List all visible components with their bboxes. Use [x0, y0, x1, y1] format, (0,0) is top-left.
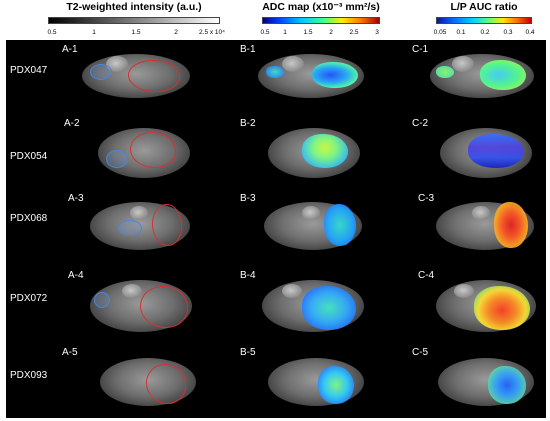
adc-colorbar-tick: 1: [283, 29, 287, 36]
lp-colorbar-title: L/P AUC ratio: [450, 1, 518, 13]
mri-organ: [106, 56, 128, 72]
kidney-roi: [94, 292, 110, 308]
t2-colorbar-tick: 1: [92, 29, 96, 36]
lp-colorbar: [436, 17, 532, 24]
lp-colorbar-tick: 0.3: [503, 29, 513, 36]
lp-overlay: [468, 134, 524, 168]
row-label-pdx054: PDX054: [10, 151, 48, 162]
adc-colorbar-tick: 3: [375, 29, 379, 36]
lp-colorbar-tick: 0.05: [433, 29, 447, 36]
panel-label: C-1: [412, 44, 429, 55]
row-label-pdx068: PDX068: [10, 213, 48, 224]
kidney-roi: [106, 150, 128, 168]
adc-overlay: [318, 366, 354, 404]
tumor-roi: [146, 364, 186, 404]
lp-colorbar-tick: 0.2: [480, 29, 490, 36]
lp-colorbar-tick: 0.1: [456, 29, 466, 36]
tumor-roi: [130, 132, 176, 168]
adc-colorbar: [262, 17, 380, 24]
tumor-roi: [152, 204, 182, 246]
mri-figure-panel: PDX047 A-1 B-1 C-1 PDX054 A-2 B-2 C-2 PD…: [6, 40, 546, 418]
lp-overlay: [436, 66, 454, 78]
adc-colorbar-title: ADC map (x10⁻³ mm²/s): [262, 1, 380, 13]
mri-organ: [282, 284, 302, 298]
lp-colorbar-tick: 0.4: [525, 29, 535, 36]
mri-organ: [454, 284, 474, 298]
lp-overlay: [474, 286, 530, 330]
mri-organ: [302, 206, 320, 220]
panel-label: A-5: [62, 347, 78, 358]
adc-overlay: [266, 66, 284, 78]
t2-colorbar-tick: 0.5: [47, 29, 57, 36]
kidney-roi: [118, 220, 142, 236]
adc-overlay: [302, 134, 348, 168]
t2-colorbar-tick: 1.5: [131, 29, 141, 36]
mri-organ: [472, 206, 490, 220]
t2-colorbar-tick: 2.5 x 10⁴: [199, 29, 225, 36]
panel-label: C-2: [412, 118, 429, 129]
adc-colorbar-tick: 1.5: [303, 29, 313, 36]
lp-overlay: [494, 202, 528, 248]
panel-label: A-3: [68, 193, 84, 204]
adc-overlay: [302, 286, 356, 330]
row-label-pdx093: PDX093: [10, 370, 48, 381]
panel-label: B-1: [240, 44, 256, 55]
panel-label: A-4: [68, 270, 84, 281]
row-label-pdx072: PDX072: [10, 293, 48, 304]
panel-label: B-4: [240, 270, 256, 281]
mri-organ: [452, 56, 474, 72]
tumor-roi: [128, 60, 180, 92]
mri-organ: [130, 206, 148, 220]
row-label-pdx047: PDX047: [10, 65, 48, 76]
t2-colorbar-title: T2-weighted intensity (a.u.): [66, 1, 202, 13]
panel-label: C-5: [412, 347, 429, 358]
adc-overlay: [312, 62, 358, 88]
mri-organ: [282, 56, 304, 72]
adc-colorbar-tick: 2.5: [349, 29, 359, 36]
adc-colorbar-tick: 0.5: [260, 29, 270, 36]
tumor-roi: [140, 286, 188, 328]
panel-label: A-1: [62, 44, 78, 55]
adc-overlay: [324, 204, 356, 246]
adc-colorbar-tick: 2: [329, 29, 333, 36]
mri-organ: [122, 284, 142, 298]
t2-colorbar: [48, 17, 220, 24]
panel-label: B-2: [240, 118, 256, 129]
lp-overlay: [480, 60, 526, 90]
panel-label: C-3: [418, 193, 435, 204]
panel-label: B-5: [240, 347, 256, 358]
lp-overlay: [488, 366, 526, 404]
panel-label: A-2: [64, 118, 80, 129]
t2-colorbar-tick: 2: [174, 29, 178, 36]
panel-label: B-3: [240, 193, 256, 204]
kidney-roi: [90, 64, 112, 80]
panel-label: C-4: [418, 270, 435, 281]
